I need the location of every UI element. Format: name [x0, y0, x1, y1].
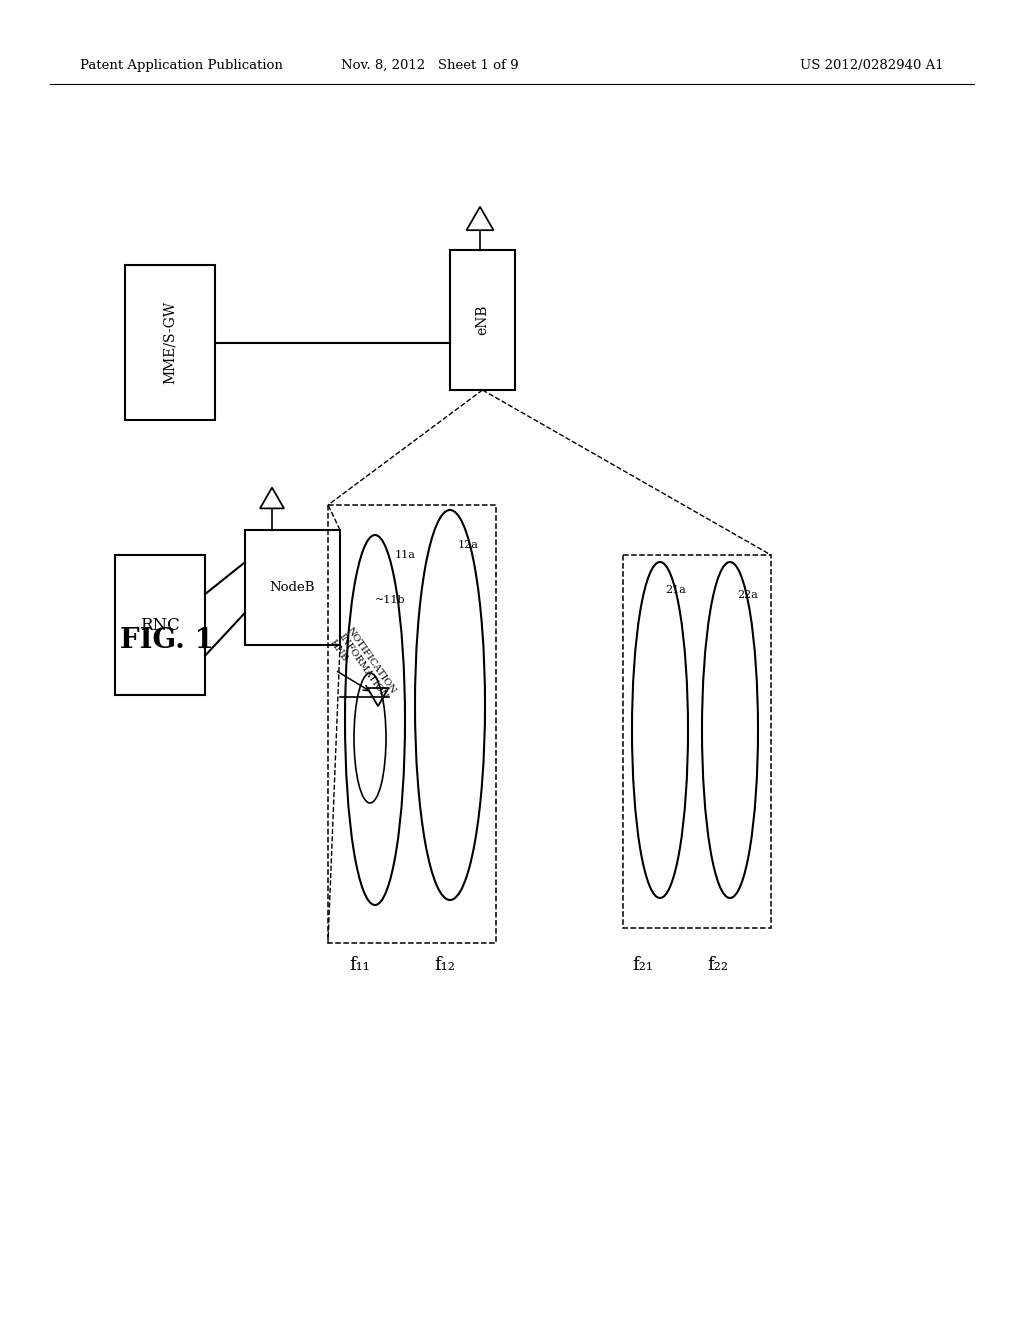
- Text: f₁₂: f₁₂: [434, 956, 456, 974]
- Text: eNB: eNB: [475, 305, 489, 335]
- Text: NodeB: NodeB: [269, 581, 315, 594]
- FancyBboxPatch shape: [115, 554, 205, 696]
- Text: RNC: RNC: [140, 616, 180, 634]
- FancyBboxPatch shape: [450, 249, 515, 389]
- Text: 21a: 21a: [665, 585, 686, 595]
- Text: ~11b: ~11b: [375, 595, 406, 605]
- Text: 11a: 11a: [395, 550, 416, 560]
- Text: FIG. 1: FIG. 1: [120, 627, 214, 653]
- Text: 12a: 12a: [458, 540, 479, 550]
- Text: US 2012/0282940 A1: US 2012/0282940 A1: [800, 58, 944, 71]
- Text: Patent Application Publication: Patent Application Publication: [80, 58, 283, 71]
- Text: MME/S-GW: MME/S-GW: [163, 301, 177, 384]
- FancyBboxPatch shape: [245, 531, 340, 645]
- Text: Nov. 8, 2012   Sheet 1 of 9: Nov. 8, 2012 Sheet 1 of 9: [341, 58, 519, 71]
- Text: NOTIFICATION
INFORMATION
HNB: NOTIFICATION INFORMATION HNB: [328, 627, 397, 708]
- Text: 22a: 22a: [737, 590, 758, 601]
- Text: f₁₁: f₁₁: [349, 956, 371, 974]
- Text: f₂₁: f₂₁: [633, 956, 653, 974]
- Text: f₂₂: f₂₂: [708, 956, 728, 974]
- FancyBboxPatch shape: [125, 265, 215, 420]
